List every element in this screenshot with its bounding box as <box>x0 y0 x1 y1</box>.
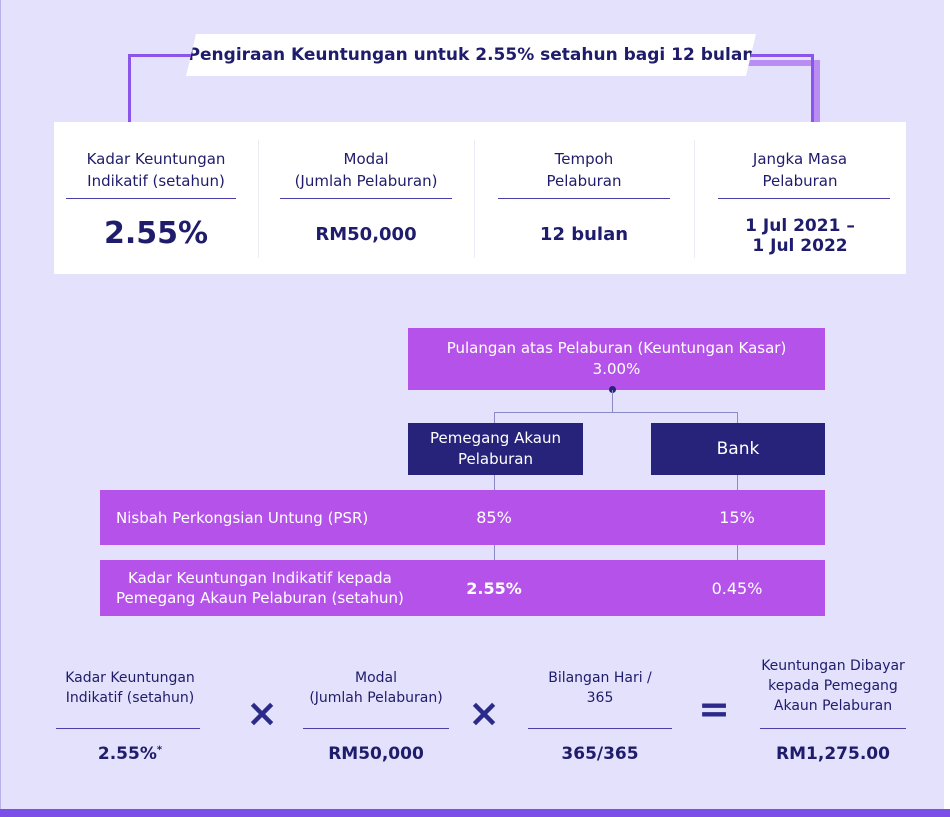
connector-line <box>612 390 613 412</box>
summary-capital-label: Modal (Jumlah Pelaburan) <box>258 148 474 192</box>
formula-result-label-line2: kepada Pemegang <box>768 678 898 694</box>
gross-profit-label: Pulangan atas Pelaburan (Keuntungan Kasa… <box>446 339 787 357</box>
formula-days-value: 365/365 <box>561 744 639 764</box>
title-bracket-left <box>128 54 198 126</box>
summary-capital-value: RM50,000 <box>315 224 417 245</box>
page-title: Pengiraan Keuntungan untuk 2.55% setahun… <box>186 34 756 76</box>
title-bracket-right <box>720 54 814 126</box>
psr-bank-value: 15% <box>719 508 755 527</box>
summary-separator <box>474 140 475 258</box>
formula-days-divider <box>528 728 672 729</box>
connector-line <box>737 475 738 490</box>
formula-capital-divider <box>303 728 449 729</box>
summary-rate-value: 2.55% <box>103 216 209 251</box>
gross-profit-value: 3.00% <box>592 360 641 378</box>
account-holder-box: Pemegang Akaun Pelaburan <box>408 423 583 475</box>
formula-capital-label-line1: Modal <box>355 670 397 686</box>
formula-days-label-line2: 365 <box>586 690 614 706</box>
summary-period-label-line2: Pelaburan <box>546 172 622 190</box>
summary-capital: Modal (Jumlah Pelaburan) RM50,000 <box>258 122 474 274</box>
equals-icon: = <box>698 687 730 731</box>
indicative-rate-bank-value: 0.45% <box>711 579 763 598</box>
summary-separator <box>694 140 695 258</box>
page-bottom-bar <box>0 809 950 817</box>
formula-rate-value-text: 2.55% <box>97 744 157 764</box>
connector-line <box>737 412 738 424</box>
connector-line <box>494 475 495 490</box>
summary-capital-label-line1: Modal <box>343 150 389 168</box>
bank-box: Bank <box>651 423 825 475</box>
indicative-rate-label-line2: Pemegang Akaun Pelaburan (setahun) <box>116 589 404 607</box>
summary-duration-label: Jangka Masa Pelaburan <box>694 148 906 192</box>
formula-capital-value: RM50,000 <box>328 744 424 764</box>
formula-rate-label-line1: Kadar Keuntungan <box>65 670 195 686</box>
summary-duration-value: 1 Jul 2021 – 1 Jul 2022 <box>694 216 906 256</box>
psr-row: Nisbah Perkongsian Untung (PSR) 85% 15% <box>100 490 825 545</box>
formula-rate-label: Kadar Keuntungan Indikatif (setahun) <box>50 668 210 708</box>
summary-period: Tempoh Pelaburan 12 bulan <box>474 122 694 274</box>
formula-days-label: Bilangan Hari / 365 <box>520 668 680 708</box>
multiply-icon: × <box>246 691 278 735</box>
indicative-rate-label: Kadar Keuntungan Indikatif kepada Pemega… <box>116 568 404 608</box>
psr-label: Nisbah Perkongsian Untung (PSR) <box>116 509 369 527</box>
summary-duration-value-line2: 1 Jul 2022 <box>752 236 848 256</box>
summary-period-label-line1: Tempoh <box>554 150 614 168</box>
account-holder-label-line2: Pelaburan <box>458 450 533 468</box>
multiply-icon: × <box>468 691 500 735</box>
formula-result-divider <box>760 728 906 729</box>
connector-line <box>494 412 495 424</box>
page-edge <box>944 0 950 817</box>
gross-profit-box: Pulangan atas Pelaburan (Keuntungan Kasa… <box>408 328 825 390</box>
psr-account-holder-value: 85% <box>476 508 512 527</box>
summary-duration-divider <box>718 198 890 199</box>
formula-result-value: RM1,275.00 <box>776 744 890 764</box>
connector-line <box>737 545 738 560</box>
summary-panel: Kadar Keuntungan Indikatif (setahun) 2.5… <box>54 122 906 274</box>
summary-capital-divider <box>280 198 452 199</box>
formula-rate-label-line2: Indikatif (setahun) <box>65 690 195 706</box>
connector-dot <box>609 386 616 393</box>
summary-rate-label-line1: Kadar Keuntungan <box>86 150 226 168</box>
formula-result-label-line3: Akaun Pelaburan <box>773 698 893 714</box>
indicative-rate-row: Kadar Keuntungan Indikatif kepada Pemega… <box>100 560 825 616</box>
formula-capital-label-line2: (Jumlah Pelaburan) <box>309 690 443 706</box>
indicative-rate-account-holder-value: 2.55% <box>466 579 522 598</box>
formula-result-label-line1: Keuntungan Dibayar <box>761 658 905 674</box>
connector-line <box>494 545 495 560</box>
summary-period-value: 12 bulan <box>539 224 629 245</box>
summary-rate: Kadar Keuntungan Indikatif (setahun) 2.5… <box>54 122 258 274</box>
summary-capital-label-line2: (Jumlah Pelaburan) <box>294 172 438 190</box>
asterisk-marker: * <box>156 744 163 756</box>
page-title-text: Pengiraan Keuntungan untuk 2.55% setahun… <box>187 45 755 65</box>
summary-duration: Jangka Masa Pelaburan 1 Jul 2021 – 1 Jul… <box>694 122 906 274</box>
summary-rate-label: Kadar Keuntungan Indikatif (setahun) <box>54 148 258 192</box>
formula-rate-value: 2.55%* <box>50 744 210 764</box>
formula-result-label: Keuntungan Dibayar kepada Pemegang Akaun… <box>748 656 918 716</box>
summary-period-divider <box>498 198 670 199</box>
connector-line <box>494 412 738 413</box>
summary-duration-label-line1: Jangka Masa <box>752 150 848 168</box>
summary-rate-label-line2: Indikatif (setahun) <box>87 172 225 190</box>
formula-capital-label: Modal (Jumlah Pelaburan) <box>296 668 456 708</box>
summary-duration-value-line1: 1 Jul 2021 – <box>745 216 855 236</box>
formula-days-label-line1: Bilangan Hari / <box>548 670 652 686</box>
summary-period-label: Tempoh Pelaburan <box>474 148 694 192</box>
bank-label: Bank <box>716 439 760 459</box>
account-holder-label-line1: Pemegang Akaun <box>430 429 561 447</box>
title-bracket-right-shadow <box>720 60 820 126</box>
formula-rate-divider <box>56 728 200 729</box>
summary-duration-label-line2: Pelaburan <box>762 172 838 190</box>
summary-rate-divider <box>66 198 236 199</box>
indicative-rate-label-line1: Kadar Keuntungan Indikatif kepada <box>128 569 392 587</box>
summary-separator <box>258 140 259 258</box>
